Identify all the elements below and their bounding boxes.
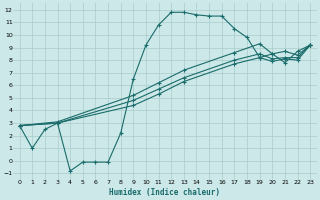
X-axis label: Humidex (Indice chaleur): Humidex (Indice chaleur) bbox=[109, 188, 220, 197]
